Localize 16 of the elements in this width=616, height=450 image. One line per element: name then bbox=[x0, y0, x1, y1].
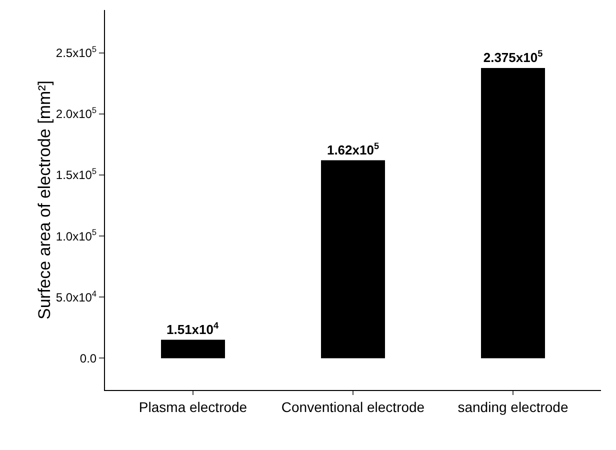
data-label: 2.375x10$^{5}$ bbox=[483, 48, 543, 66]
y-tick-label: 2.0x10$^{5}$ bbox=[56, 105, 97, 122]
bar bbox=[481, 68, 545, 358]
x-tick-label: Plasma electrode bbox=[138, 398, 248, 415]
bar bbox=[321, 160, 385, 358]
x-tick-label: sanding electrode bbox=[458, 398, 568, 415]
bar bbox=[161, 340, 225, 358]
y-tick-label: 0.0 bbox=[80, 351, 97, 366]
data-label: 1.51x10$^{4}$ bbox=[166, 320, 220, 337]
y-axis-title: Surfece area of electrode [mm²] bbox=[34, 80, 54, 320]
y-tick-label: 1.5x10$^{5}$ bbox=[56, 166, 97, 182]
data-label: 1.62x10$^{5}$ bbox=[326, 140, 380, 158]
y-tick-label: 5.0x10$^{4}$ bbox=[56, 288, 97, 304]
x-tick-label: Conventional electrode bbox=[281, 398, 425, 415]
y-tick-label: 2.5x10$^{5}$ bbox=[56, 44, 97, 60]
y-tick-label: 1.0x10$^{5}$ bbox=[56, 227, 97, 244]
